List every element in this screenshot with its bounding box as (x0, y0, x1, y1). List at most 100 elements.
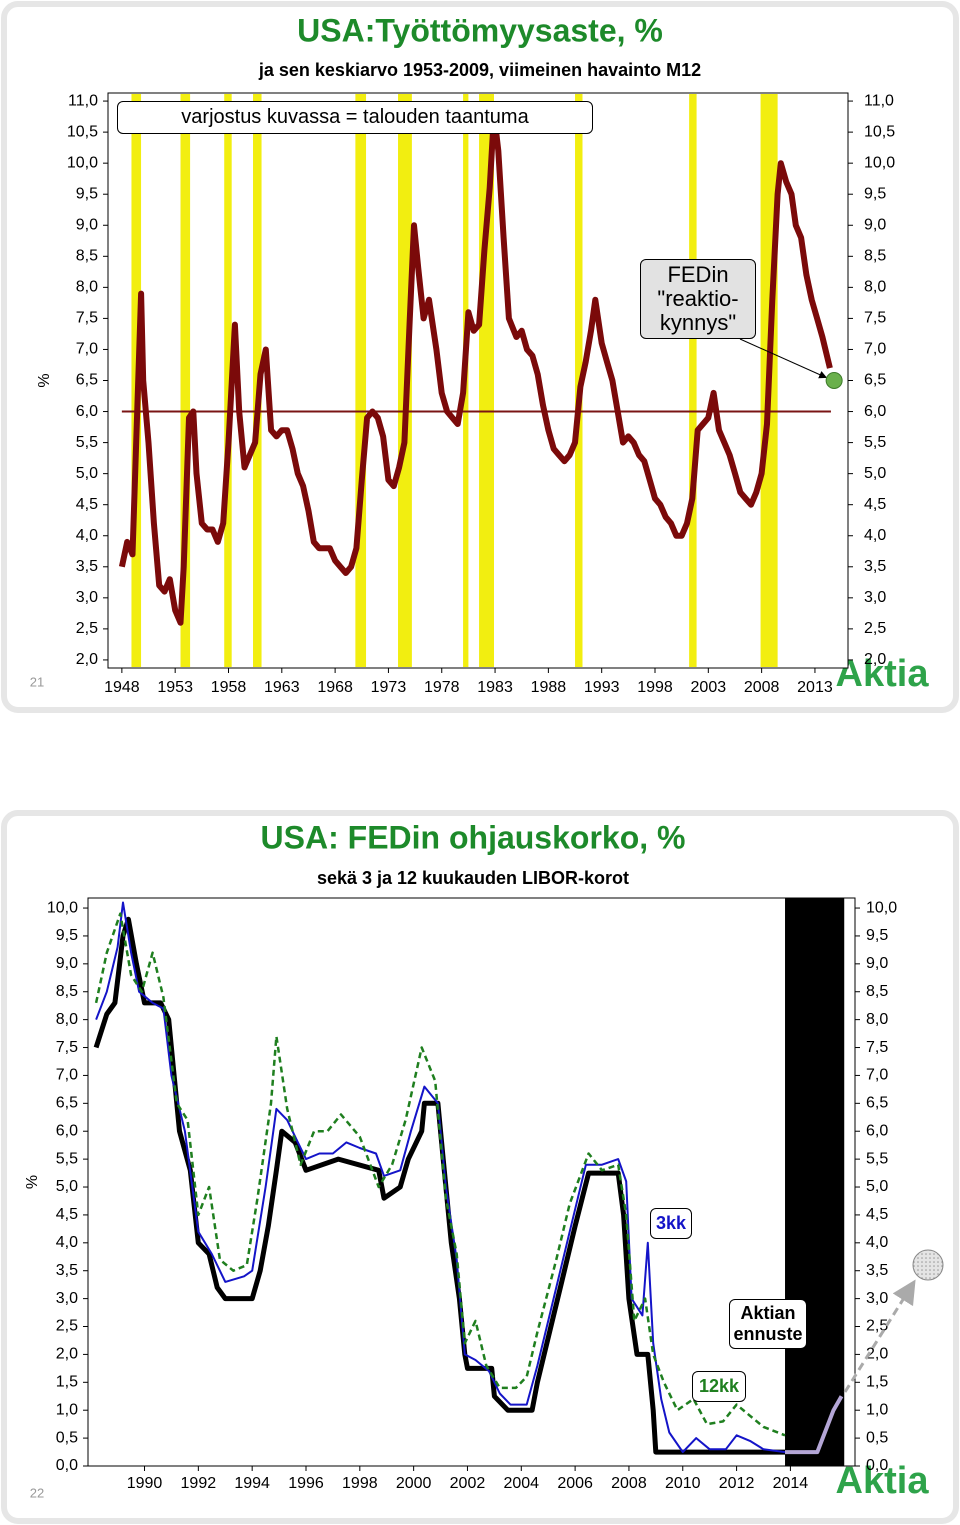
series-line (95, 901, 786, 1454)
x-tick-label: 2008 (611, 1475, 647, 1492)
y-axis-label: % (36, 373, 53, 387)
y-tick-label: 1,0 (866, 1401, 888, 1418)
recession-band (180, 94, 191, 667)
x-tick-label: 2008 (744, 679, 780, 696)
y-tick-label: 7,0 (864, 341, 886, 358)
y-tick-label: 11,0 (68, 92, 98, 109)
y-tick-label: 8,5 (864, 248, 886, 265)
y-tick-label: 9,0 (866, 955, 888, 972)
y-tick-label: 1,0 (56, 1401, 78, 1418)
y-tick-label: 3,5 (864, 558, 886, 575)
icon (912, 1249, 944, 1281)
y-tick-label: 10,0 (47, 899, 78, 916)
y-tick-label: 6,5 (866, 1095, 888, 1112)
y-tick-label: 4,5 (56, 1206, 78, 1223)
chart-subtitle: sekä 3 ja 12 kuukauden LIBOR-korot (317, 868, 629, 888)
y-tick-label: 8,0 (864, 279, 886, 296)
recession-band (224, 94, 232, 667)
y-tick-label: 5,0 (56, 1178, 78, 1195)
y-tick-label: 4,5 (76, 496, 98, 513)
y-tick-label: 3,5 (56, 1262, 78, 1279)
x-tick-label: 2000 (396, 1475, 432, 1492)
y-tick-label: 3,0 (76, 589, 98, 606)
y-tick-label: 7,5 (866, 1039, 888, 1056)
x-tick-label: 1978 (424, 679, 460, 696)
x-tick-label: 1990 (127, 1475, 163, 1492)
y-tick-label: 2,0 (866, 1346, 888, 1363)
x-tick-label: 1973 (371, 679, 407, 696)
y-tick-label: 9,5 (864, 185, 886, 202)
series-label: Aktian ennuste (729, 1299, 807, 1349)
logo: Aktia (836, 1460, 930, 1502)
y-tick-label: 3,0 (866, 1290, 888, 1307)
y-tick-label: 10,5 (864, 123, 895, 140)
x-tick-label: 2010 (665, 1475, 701, 1492)
y-tick-label: 4,5 (864, 496, 886, 513)
series-label: 3kk (650, 1208, 692, 1239)
y-axis-label: % (24, 1175, 41, 1189)
y-tick-label: 6,0 (56, 1122, 78, 1139)
x-tick-label: 2014 (773, 1475, 809, 1492)
y-tick-label: 0,5 (56, 1429, 78, 1446)
x-tick-label: 1983 (477, 679, 513, 696)
y-tick-label: 9,5 (76, 185, 98, 202)
y-tick-label: 1,5 (866, 1374, 888, 1391)
y-tick-label: 2,0 (56, 1346, 78, 1363)
y-tick-label: 9,0 (56, 955, 78, 972)
x-tick-label: 2003 (691, 679, 727, 696)
forecast-region (785, 898, 845, 1466)
x-tick-label: 1953 (157, 679, 193, 696)
y-tick-label: 9,5 (866, 927, 888, 944)
x-tick-label: 1968 (317, 679, 353, 696)
y-tick-label: 2,0 (864, 651, 886, 668)
chart: USA: FEDin ohjauskorko, % sekä 3 ja 12 ku… (24, 819, 929, 1502)
y-tick-label: 4,0 (76, 527, 98, 544)
y-tick-label: 2,5 (56, 1318, 78, 1335)
y-tick-label: 1,5 (56, 1374, 78, 1391)
chart-subtitle: ja sen keskiarvo 1953-2009, viimeinen ha… (258, 60, 701, 80)
y-tick-label: 5,5 (866, 1150, 888, 1167)
recession-band (689, 94, 697, 667)
y-tick-label: 2,5 (864, 620, 886, 637)
y-tick-label: 4,0 (864, 527, 886, 544)
y-tick-label: 3,5 (866, 1262, 888, 1279)
x-tick-label: 2004 (503, 1475, 539, 1492)
x-tick-label: 1994 (234, 1475, 270, 1492)
chart-title: USA: FEDin ohjauskorko, % (261, 819, 686, 855)
x-tick-label: 1996 (288, 1475, 324, 1492)
y-tick-label: 6,5 (864, 372, 886, 389)
x-tick-label: 1998 (342, 1475, 378, 1492)
y-tick-label: 10,0 (864, 154, 895, 171)
y-tick-label: 0,5 (866, 1429, 888, 1446)
y-tick-label: 6,5 (76, 372, 98, 389)
x-tick-label: 2002 (450, 1475, 486, 1492)
y-tick-label: 7,0 (76, 341, 98, 358)
slide-number: 22 (30, 1485, 44, 1500)
y-tick-label: 8,0 (56, 1011, 78, 1028)
y-tick-label: 2,5 (866, 1318, 888, 1335)
y-tick-label: 10,0 (67, 154, 98, 171)
recession-band (355, 94, 367, 667)
y-tick-label: 6,0 (866, 1122, 888, 1139)
y-tick-label: 4,0 (56, 1234, 78, 1251)
y-tick-label: 8,0 (866, 1011, 888, 1028)
x-tick-label: 1998 (637, 679, 673, 696)
y-tick-label: 7,5 (56, 1039, 78, 1056)
y-tick-label: 7,0 (56, 1067, 78, 1084)
x-tick-label: 2012 (719, 1475, 755, 1492)
note-arrow (739, 338, 828, 379)
chart-title: USA:Työttömyysaste, % (297, 12, 663, 48)
threshold-note: FEDin "reaktio- kynnys" (640, 259, 756, 339)
chart: USA:Työttömyysaste, % ja sen keskiarvo 19… (30, 12, 930, 696)
y-tick-label: 7,5 (76, 310, 98, 327)
series-line (94, 912, 786, 1437)
y-tick-label: 9,0 (864, 216, 886, 233)
y-tick-label: 2,0 (76, 651, 98, 668)
x-tick-label: 2006 (557, 1475, 593, 1492)
x-tick-label: 1993 (584, 679, 620, 696)
y-tick-label: 11,0 (864, 92, 894, 109)
y-tick-label: 9,0 (76, 216, 98, 233)
series-line (118, 110, 833, 626)
y-tick-label: 6,0 (864, 403, 886, 420)
